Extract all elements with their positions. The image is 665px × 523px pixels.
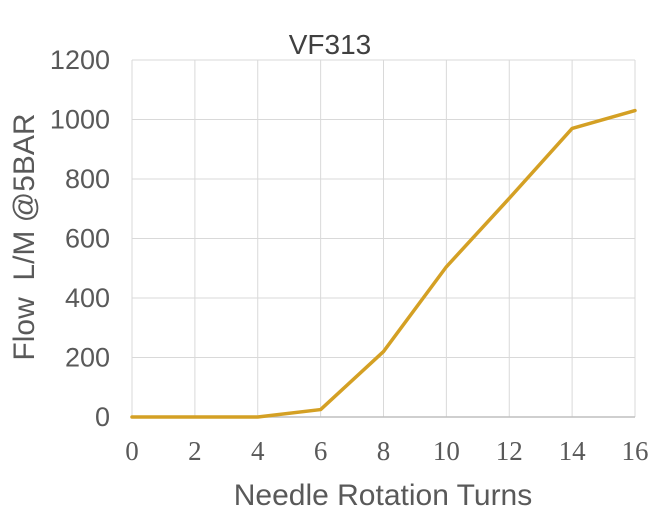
x-tick-label: 14 <box>559 436 587 466</box>
y-tick-label: 1200 <box>50 45 110 75</box>
x-tick-label: 0 <box>125 436 139 466</box>
chart-title: VF313 <box>289 29 372 60</box>
x-tick-label: 12 <box>496 436 523 466</box>
y-tick-label: 0 <box>95 402 110 432</box>
x-tick-labels: 0 2 4 6 8 10 12 14 16 <box>125 436 648 466</box>
x-tick-label: 6 <box>314 436 328 466</box>
x-tick-label: 4 <box>251 436 265 466</box>
y-tick-label: 1000 <box>50 105 110 135</box>
y-tick-labels: 0 200 400 600 800 1000 1200 <box>50 45 110 432</box>
y-tick-label: 200 <box>65 343 110 373</box>
x-tick-label: 8 <box>377 436 391 466</box>
y-tick-label: 600 <box>65 224 110 254</box>
x-tick-label: 10 <box>433 436 460 466</box>
series-layer <box>130 108 637 419</box>
y-tick-label: 800 <box>65 164 110 194</box>
y-tick-label: 400 <box>65 283 110 313</box>
x-axis-title: Needle Rotation Turns <box>234 479 533 512</box>
y-axis-title: Flow L/M @5BAR <box>8 113 41 360</box>
grid-lines <box>132 59 636 417</box>
x-tick-label: 16 <box>622 436 649 466</box>
x-tick-label: 2 <box>188 436 202 466</box>
